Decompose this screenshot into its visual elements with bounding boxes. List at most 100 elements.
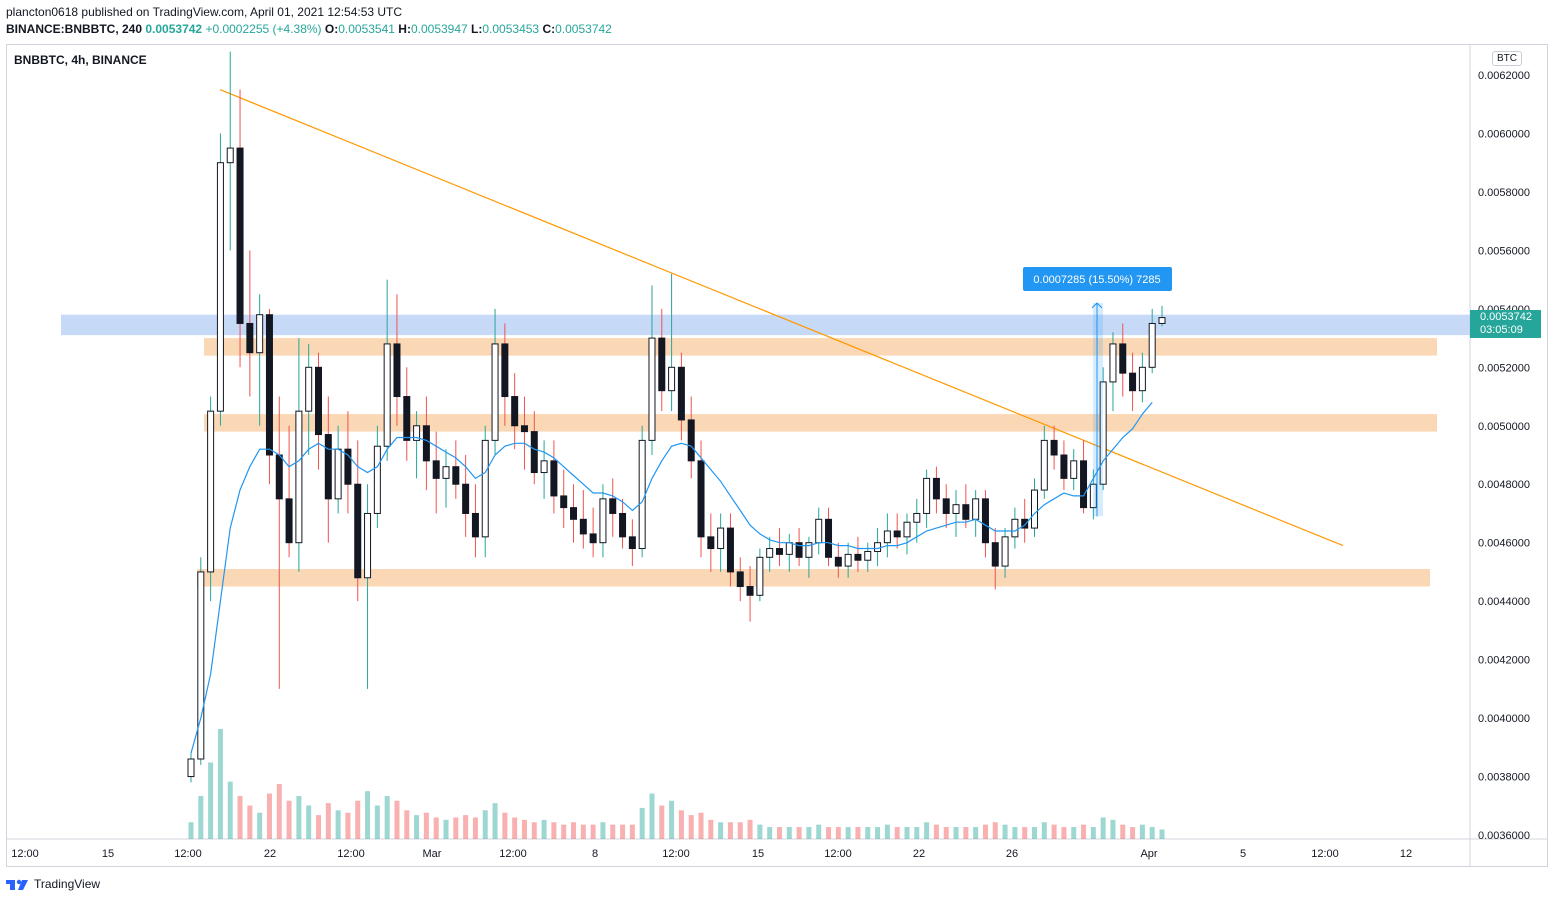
ohlc-header: BINANCE:BNBBTC, 240 0.0053742 +0.0002255… [6,22,612,36]
volume-bar [1051,824,1057,839]
volume-bar [737,822,743,839]
volume-bar [1100,817,1106,839]
volume-bar [982,824,988,839]
price-tick-label: 0.0042000 [1478,655,1530,667]
volume-bar [698,812,704,839]
volume-bar [943,827,949,839]
volume-bar [414,815,420,839]
volume-bar [747,819,753,839]
chart-frame[interactable] [6,44,1548,867]
symbol-label: BINANCE:BNBBTC, 240 [6,22,143,36]
close-label: C: [542,22,556,36]
time-tick-label: 15 [102,848,114,860]
volume-bar [610,824,616,839]
time-tick-label: 12 [1400,848,1412,860]
time-tick-label: 12:00 [824,848,852,860]
candle-body [256,314,264,354]
volume-bar [933,824,939,839]
candle-body [913,512,921,523]
volume-bar [678,810,684,839]
candle-body [383,343,391,447]
volume-bar [620,824,626,839]
tradingview-logo-icon [6,879,28,890]
volume-bar [1031,827,1037,839]
time-tick-label: 15 [752,848,764,860]
last-price-tag-value: 0.0053742 [1480,311,1532,323]
candle-body [511,396,519,427]
candle-body [609,498,617,514]
tradingview-brand: TradingView [34,877,101,891]
time-tick-label: 12:00 [337,848,365,860]
trendline [219,89,1344,547]
candle-body [893,530,901,538]
publisher-text: plancton0618 published on TradingView.co… [6,5,403,19]
candle-body [579,518,587,535]
low-label: L: [471,22,483,36]
candle-body [854,553,862,561]
volume-bar [1022,827,1028,839]
volume-bar [492,803,498,839]
time-tick-label: Mar [423,848,442,860]
candle-body [942,498,950,514]
candle-body [403,396,411,441]
volume-bar [806,827,812,839]
candle-body [932,477,940,500]
currency-tag[interactable]: BTC [1492,51,1522,66]
candle-body [432,460,440,479]
candle-body [1138,366,1146,392]
volume-bar [963,827,969,839]
candle-body [883,530,891,544]
volume-bar [973,827,979,839]
time-tick-label: 12:00 [499,848,527,860]
volume-bar [826,827,832,839]
volume-bar [953,827,959,839]
volume-bar [561,824,567,839]
price-tick-label: 0.0056000 [1478,245,1530,257]
candle-body [197,571,205,760]
volume-bar [198,795,204,839]
candle-body [275,454,283,500]
candle-body [1040,439,1048,491]
time-tick-label: 26 [1006,848,1018,860]
price-tick-label: 0.0038000 [1478,772,1530,784]
candle-body [530,431,538,474]
volume-bar [306,805,312,839]
tradingview-footer[interactable]: TradingView [6,877,100,891]
volume-bar [316,815,322,839]
candle-body [501,343,509,398]
price-tick-label: 0.0046000 [1478,538,1530,550]
candle-body [324,434,332,500]
candle-body [1158,317,1166,324]
volume-bar [1110,819,1116,839]
price-tick-label: 0.0050000 [1478,421,1530,433]
measure-label-box [1023,267,1172,291]
candle-body [981,498,989,544]
candle-body [619,512,627,538]
zone-3 [197,569,1430,587]
price-tick-label: 0.0058000 [1478,187,1530,199]
candle-body [442,466,450,479]
candle-body [756,556,764,596]
volume-bar [855,827,861,839]
volume-bar [1012,827,1018,839]
volume-bar [266,793,272,839]
candle-body [648,337,656,441]
candle-body [677,366,685,421]
volume-bar [845,827,851,839]
candle-body [717,527,725,550]
candle-body [991,542,999,567]
price-tick-label: 0.0036000 [1478,830,1530,842]
volume-bar [708,819,714,839]
close-value: 0.0053742 [555,22,612,36]
candle-body [638,439,646,550]
candle-body [697,460,705,538]
candle-body [413,425,421,441]
candle-body [560,495,568,509]
candle-body [805,542,813,558]
candle-body [1148,322,1156,368]
volume-bar [924,822,930,839]
volume-bar [365,791,371,839]
candle-body [364,512,372,579]
time-tick-label: 5 [1240,848,1246,860]
